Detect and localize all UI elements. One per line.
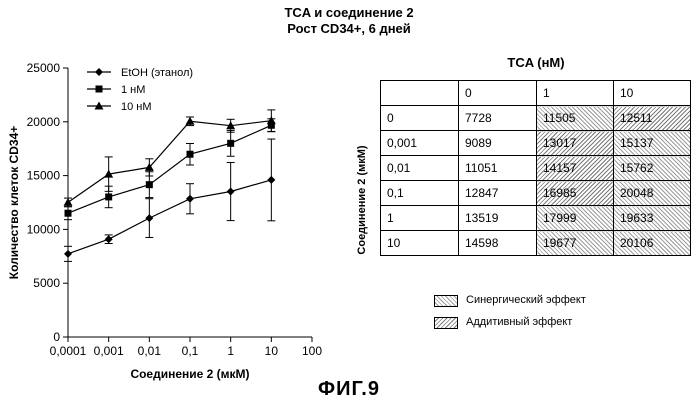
table-cell: 19677	[537, 231, 614, 256]
y-axis-title: Количество клеток CD34+	[7, 126, 21, 279]
synergy-legend-label: Синергический эффект	[466, 294, 586, 306]
x-tick-label: 1	[227, 344, 234, 358]
legend-label-3: 10 нМ	[121, 101, 152, 113]
table-cell: 19633	[614, 206, 691, 231]
legend-marker-2	[96, 86, 103, 93]
x-tick-label: 0,01	[138, 344, 162, 358]
table-corner-cell	[381, 81, 459, 106]
legend-label-2: 1 нМ	[121, 84, 145, 96]
y-tick-label: 0	[53, 330, 60, 344]
plot-area: 0 5000 10000 15000 20000 25000 0,0001 0,001 0,01…	[7, 61, 322, 381]
figure-label: ФИГ.9	[0, 378, 698, 401]
table-row: 0,00190891301715137	[381, 131, 691, 156]
x-tick-label: 0,001	[94, 344, 124, 358]
table-cell: 15762	[614, 156, 691, 181]
table-cell: 7728	[459, 106, 537, 131]
table-cell: 12847	[459, 181, 537, 206]
data-point-1	[64, 250, 72, 258]
y-tick-label: 15000	[27, 169, 61, 183]
series-line-1	[68, 180, 271, 254]
table-cell: 11505	[537, 106, 614, 131]
table-row: 0,1128471698520048	[381, 181, 691, 206]
y-tick-label: 20000	[27, 115, 61, 129]
table-cell: 16985	[537, 181, 614, 206]
row-header-cell: 0,01	[381, 156, 459, 181]
table-cell: 13017	[537, 131, 614, 156]
table-cell: 15137	[614, 131, 691, 156]
data-point-2	[65, 210, 72, 217]
row-header-cell: 0,1	[381, 181, 459, 206]
table-title: TCA (нМ)	[380, 55, 692, 70]
data-point-2	[105, 193, 112, 200]
table-cell: 14598	[459, 231, 537, 256]
data-point-3	[64, 198, 73, 206]
table-row-axis-label-text: Соединение 2 (мкМ)	[356, 145, 368, 254]
table-cell: 14157	[537, 156, 614, 181]
column-header-cell: 10	[614, 81, 691, 106]
row-header-cell: 1	[381, 206, 459, 231]
table-row: 077281150512511	[381, 106, 691, 131]
row-header-cell: 0,001	[381, 131, 459, 156]
table-cell: 9089	[459, 131, 537, 156]
data-table: 01100772811505125110,001908913017151370,…	[380, 80, 691, 256]
x-tick-label: 0,1	[182, 344, 199, 358]
column-header-cell: 1	[537, 81, 614, 106]
table-row: 1135191799919633	[381, 206, 691, 231]
x-tick-label: 0,0001	[50, 344, 87, 358]
legend-marker-1	[95, 68, 103, 76]
x-tick-label: 10	[265, 344, 279, 358]
table-cell: 12511	[614, 106, 691, 131]
series-line-2	[68, 125, 271, 213]
synergy-swatch	[434, 295, 458, 307]
data-point-3	[186, 117, 195, 125]
data-point-1	[186, 195, 194, 203]
table-row: 0,01110511415715762	[381, 156, 691, 181]
table-cell: 13519	[459, 206, 537, 231]
table-cell: 17999	[537, 206, 614, 231]
y-tick-label: 5000	[33, 276, 60, 290]
row-header-cell: 0	[381, 106, 459, 131]
row-header-cell: 10	[381, 231, 459, 256]
table-row: 10145981967720106	[381, 231, 691, 256]
data-table-body: 01100772811505125110,001908913017151370,…	[381, 81, 691, 256]
table-cell: 20048	[614, 181, 691, 206]
x-tick-label: 100	[302, 344, 322, 358]
table-cell: 20106	[614, 231, 691, 256]
data-point-2	[146, 181, 153, 188]
data-point-2	[187, 151, 194, 158]
table-cell: 11051	[459, 156, 537, 181]
legend-label-1: EtOH (этанол)	[121, 67, 193, 79]
data-point-1	[227, 188, 235, 196]
y-tick-label: 25000	[27, 61, 61, 75]
data-point-1	[105, 235, 113, 243]
table-header-row: 0110	[381, 81, 691, 106]
y-tick-label: 10000	[27, 222, 61, 236]
series-line-3	[68, 121, 271, 203]
data-point-1	[267, 176, 275, 184]
column-header-cell: 0	[459, 81, 537, 106]
additive-legend-label: Аддитивный эффект	[466, 316, 572, 328]
additive-swatch	[434, 317, 458, 329]
data-point-2	[227, 140, 234, 147]
data-point-3	[267, 116, 276, 124]
table-row-axis-label: Соединение 2 (мкМ)	[352, 140, 372, 260]
data-point-1	[145, 214, 153, 222]
